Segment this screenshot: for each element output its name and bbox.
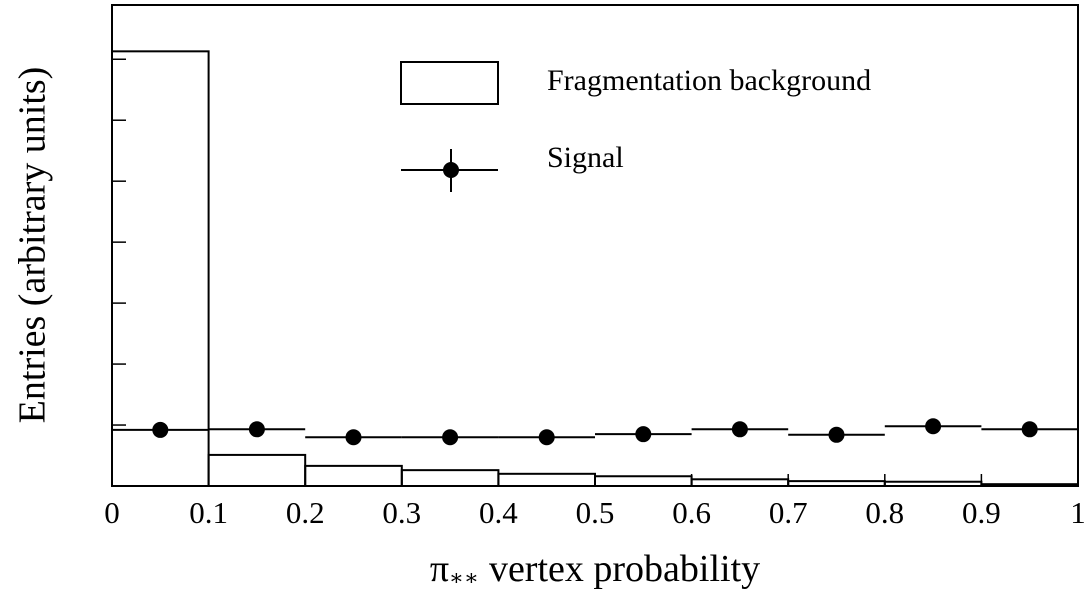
signal-point xyxy=(345,429,362,446)
signal-point xyxy=(1021,421,1038,438)
x-tick-label: 0.8 xyxy=(865,495,904,530)
signal-point xyxy=(538,429,555,446)
x-label-text: vertex probability xyxy=(489,548,760,590)
histogram-bin xyxy=(497,472,596,487)
y-axis-label: Entries (arbitrary units) xyxy=(12,67,54,424)
histogram-bin xyxy=(111,50,210,488)
signal-point xyxy=(248,421,265,438)
histogram-bin xyxy=(980,483,1080,488)
legend-label: Fragmentation background xyxy=(547,64,871,97)
x-tick-label: 0.4 xyxy=(479,495,518,530)
x-tick-label: 0.6 xyxy=(672,495,711,530)
histogram-bin xyxy=(594,475,693,487)
x-label-symbol: π xyxy=(430,548,449,590)
signal-point xyxy=(152,421,169,438)
x-tick-label: 0.2 xyxy=(286,495,325,530)
x-tick-label: 0.5 xyxy=(576,495,615,530)
signal-point xyxy=(828,426,845,443)
histogram-bin xyxy=(207,453,307,488)
x-tick-label: 0.9 xyxy=(962,495,1001,530)
histogram-bin xyxy=(400,469,500,488)
legend-label: Signal xyxy=(547,141,624,174)
x-label-subscript: ∗∗ xyxy=(449,565,479,590)
histogram-bin xyxy=(787,480,886,488)
x-tick-label: 1 xyxy=(1070,495,1086,530)
histogram-bin xyxy=(883,480,983,488)
signal-point xyxy=(925,418,942,435)
histogram-bin xyxy=(304,464,403,488)
x-tick-label: 0.1 xyxy=(189,495,228,530)
x-axis-label: π∗∗ vertex probability xyxy=(430,548,760,590)
legend-marker xyxy=(443,162,459,178)
signal-point xyxy=(442,429,459,446)
x-tick-label: 0.7 xyxy=(769,495,808,530)
histogram-bin xyxy=(690,478,790,487)
signal-point xyxy=(635,426,652,443)
x-tick-label: 0.3 xyxy=(382,495,421,530)
x-tick-label: 0 xyxy=(104,495,120,530)
signal-point xyxy=(731,421,748,438)
legend-swatch xyxy=(400,61,499,105)
